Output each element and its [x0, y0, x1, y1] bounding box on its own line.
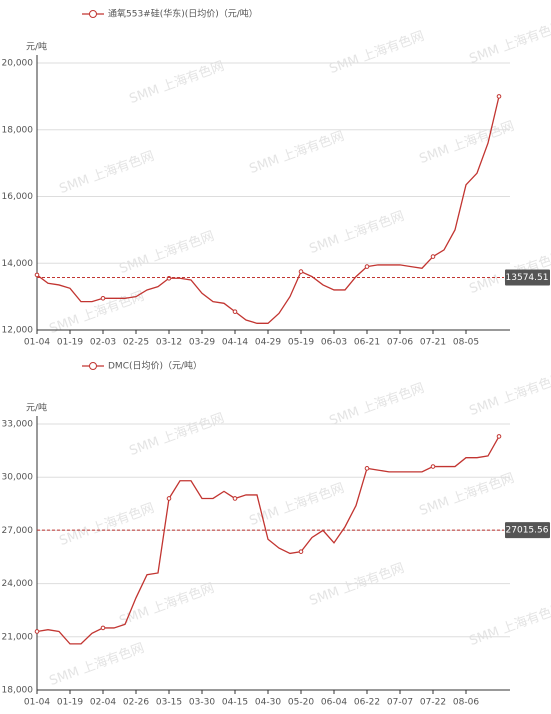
x-tick-label: 07-06 — [387, 338, 413, 348]
x-tick-label: 06-04 — [321, 698, 347, 708]
point — [496, 94, 502, 99]
y-tick-label: 12,000 — [2, 326, 34, 336]
x-tick-label: 02-26 — [123, 698, 149, 708]
x-tick-label: 03-29 — [189, 338, 215, 348]
y-tick-label: 30,000 — [2, 473, 34, 483]
watermark: SMM 上海有色网 — [117, 580, 216, 629]
chart: SMM 上海有色网 SMM 上海有色网 SMM 上海有色网 SMM 上海有色网 SMM … — [2, 360, 551, 708]
y-tick-label: 27,000 — [2, 526, 34, 536]
point — [34, 629, 40, 634]
point — [430, 464, 436, 469]
point — [232, 496, 238, 501]
y-unit: 元/吨 — [26, 41, 47, 53]
x-tick-label: 01-19 — [57, 338, 83, 348]
watermark: SMM 上海有色网 — [417, 118, 516, 167]
point — [166, 496, 172, 501]
point — [100, 625, 106, 631]
point — [364, 466, 370, 471]
x-tick-label: 07-07 — [387, 698, 413, 708]
watermark: SMM 上海有色网 — [127, 410, 226, 459]
x-tick-label: 07-22 — [420, 698, 446, 708]
legend-marker — [89, 10, 97, 18]
point — [34, 272, 40, 278]
x-tick-label: 04-15 — [222, 698, 248, 708]
x-tick-label: 04-14 — [222, 338, 248, 348]
x-tick-label: 01-04 — [24, 698, 50, 708]
y-tick-label: 20,000 — [2, 59, 34, 69]
watermark: SMM 上海有色网 — [467, 18, 551, 67]
watermark: SMM 上海有色网 — [247, 480, 346, 529]
x-tick-label: 08-05 — [453, 338, 479, 348]
average-label: 13574.51 — [506, 273, 549, 283]
x-tick-label: 03-30 — [189, 698, 215, 708]
x-tick-label: 05-19 — [288, 338, 314, 348]
average-label: 27015.56 — [506, 526, 549, 536]
y-tick-label: 14,000 — [2, 259, 34, 269]
watermark: SMM 上海有色网 — [467, 370, 551, 419]
watermark: SMM 上海有色网 — [247, 128, 346, 177]
watermark: SMM 上海有色网 — [307, 560, 406, 609]
x-tick-label: 08-06 — [453, 698, 479, 708]
y-tick-label: 21,000 — [2, 632, 34, 642]
y-tick-label: 24,000 — [2, 579, 34, 589]
x-tick-label: 02-25 — [123, 338, 149, 348]
x-tick-label: 03-12 — [156, 338, 182, 348]
average-box — [505, 522, 550, 539]
x-tick-label: 07-21 — [420, 338, 446, 348]
x-tick-label: 06-21 — [354, 338, 380, 348]
average-box — [505, 269, 550, 286]
legend-label: 通氧553#硅(华东)(日均价)（元/吨） — [108, 8, 258, 20]
watermark: SMM 上海有色网 — [127, 58, 226, 107]
point — [430, 254, 436, 259]
x-tick-label: 03-15 — [156, 698, 182, 708]
watermark: SMM 上海有色网 — [467, 600, 551, 649]
watermark: SMM 上海有色网 — [327, 380, 426, 429]
watermark: SMM 上海有色网 — [57, 148, 156, 197]
y-tick-label: 16,000 — [2, 192, 34, 202]
legend-label: DMC(日均价)（元/吨） — [108, 360, 202, 372]
x-tick-label: 04-29 — [255, 338, 281, 348]
series-line — [36, 436, 500, 645]
y-tick-label: 33,000 — [2, 420, 34, 430]
x-tick-label: 01-04 — [24, 338, 50, 348]
x-tick-label: 05-20 — [288, 698, 314, 708]
point — [364, 264, 370, 269]
x-tick-label: 06-03 — [321, 338, 347, 348]
watermark: SMM 上海有色网 — [47, 640, 146, 689]
point — [496, 434, 502, 439]
x-tick-label: 04-30 — [255, 698, 281, 708]
watermark: SMM 上海有色网 — [57, 500, 156, 549]
y-tick-label: 18,000 — [2, 686, 34, 696]
point — [298, 269, 304, 274]
x-tick-label: 01-19 — [57, 698, 83, 708]
watermark: SMM 上海有色网 — [327, 28, 426, 77]
watermark: SMM 上海有色网 — [307, 208, 406, 257]
watermark: SMM 上海有色网 — [117, 228, 216, 277]
legend-marker — [89, 362, 97, 370]
x-tick-label: 06-22 — [354, 698, 380, 708]
series-line — [36, 96, 500, 324]
x-tick-label: 02-03 — [90, 338, 116, 348]
point — [232, 309, 238, 314]
point — [298, 549, 304, 554]
x-tick-label: 02-04 — [90, 698, 116, 708]
y-unit: 元/吨 — [26, 402, 47, 414]
y-tick-label: 18,000 — [2, 125, 34, 135]
point — [100, 295, 106, 301]
